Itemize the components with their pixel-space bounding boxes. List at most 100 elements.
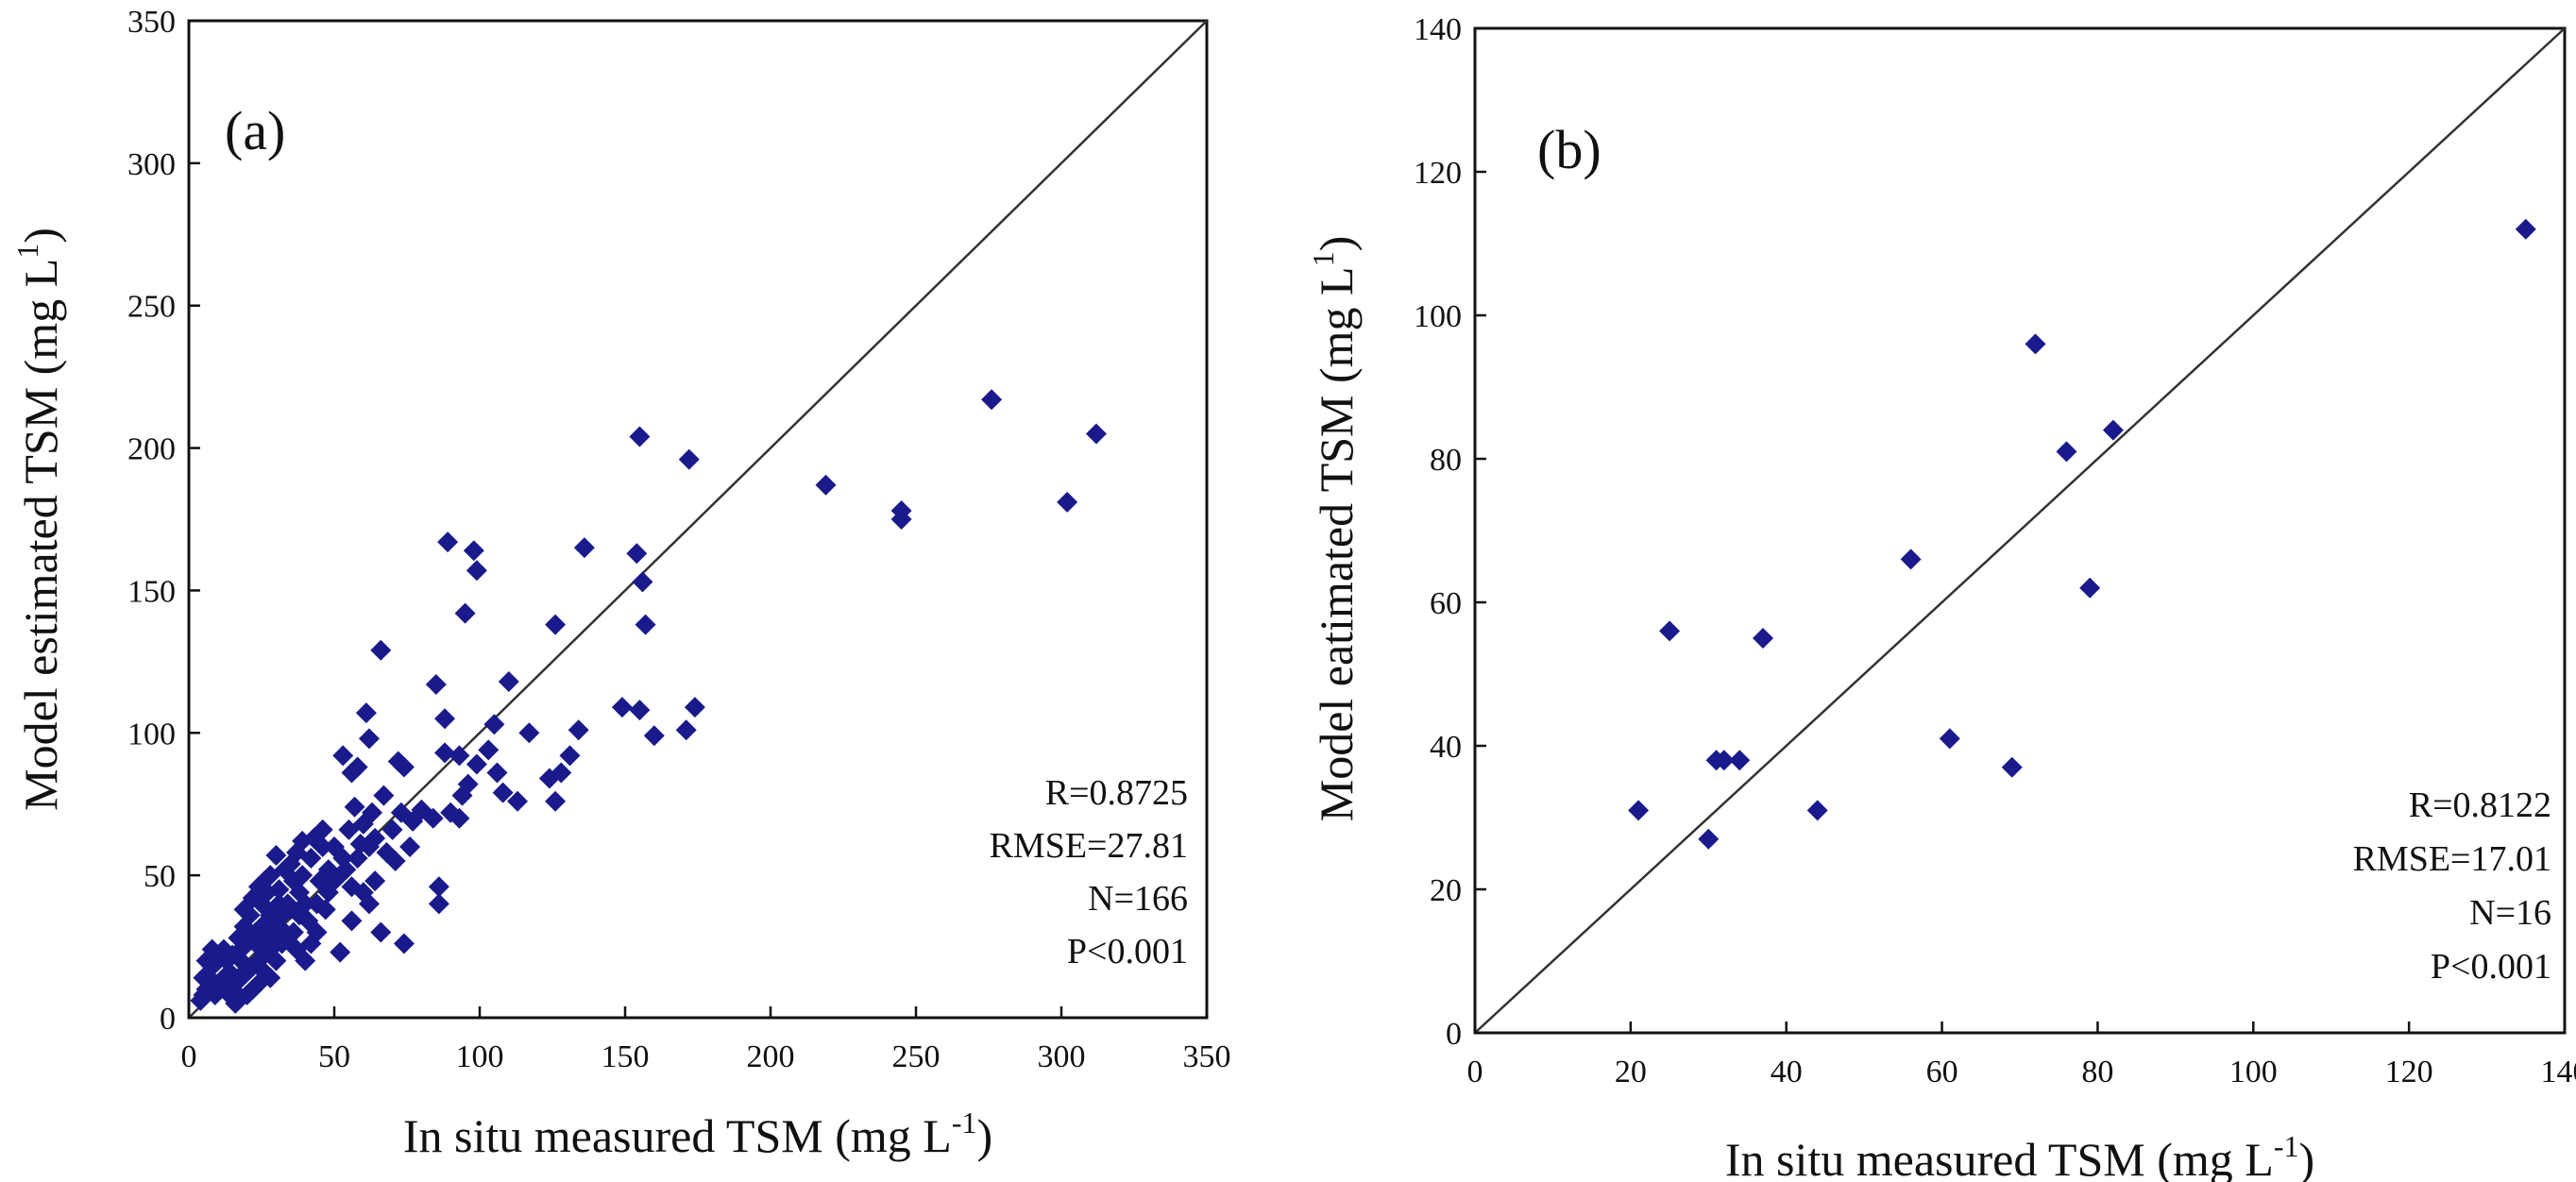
x-tick-label: 0 bbox=[181, 1039, 197, 1074]
data-point bbox=[463, 540, 484, 562]
data-point bbox=[2001, 756, 2023, 778]
data-point bbox=[675, 719, 697, 741]
x-tick-label: 140 bbox=[2541, 1055, 2576, 1089]
data-point bbox=[2079, 577, 2101, 599]
data-point bbox=[292, 865, 314, 886]
x-tick-label: 250 bbox=[892, 1039, 941, 1074]
data-point bbox=[312, 836, 333, 857]
data-point bbox=[478, 739, 500, 761]
data-point bbox=[545, 790, 567, 812]
data-point bbox=[1729, 750, 1751, 771]
data-point bbox=[635, 614, 656, 635]
data-point bbox=[434, 708, 456, 730]
data-point bbox=[358, 728, 380, 750]
one-to-one-line bbox=[1474, 27, 2566, 1034]
data-point bbox=[428, 893, 449, 915]
x-tick-label: 350 bbox=[1183, 1039, 1231, 1074]
y-tick-label: 350 bbox=[127, 5, 176, 40]
data-point bbox=[1752, 628, 1773, 649]
data-point bbox=[2102, 419, 2124, 441]
data-point bbox=[289, 904, 311, 926]
data-point bbox=[483, 714, 505, 735]
data-point bbox=[545, 614, 567, 635]
data-point bbox=[1085, 423, 1107, 445]
data-point bbox=[1713, 750, 1735, 771]
data-point bbox=[384, 851, 406, 872]
data-point bbox=[358, 836, 380, 857]
data-point bbox=[559, 745, 581, 767]
y-axis-label: Model estimated TSM (mg L1) bbox=[10, 228, 67, 811]
data-point bbox=[890, 499, 912, 521]
data-point bbox=[324, 836, 345, 857]
data-point bbox=[684, 697, 705, 718]
y-tick-label: 200 bbox=[127, 432, 176, 467]
data-point bbox=[440, 802, 462, 823]
data-point bbox=[1939, 728, 1960, 750]
plot-frame bbox=[1473, 26, 2567, 1035]
data-point bbox=[1806, 800, 1828, 821]
stat-line: N=166 bbox=[1088, 879, 1188, 919]
stat-line: R=0.8122 bbox=[2409, 785, 2551, 825]
data-point bbox=[573, 537, 595, 559]
data-point bbox=[335, 859, 357, 881]
data-point bbox=[193, 967, 214, 988]
y-tick-label: 120 bbox=[1414, 156, 1462, 191]
data-point bbox=[330, 941, 351, 963]
y-tick-label: 100 bbox=[1414, 299, 1462, 334]
data-point bbox=[352, 813, 374, 835]
data-point bbox=[370, 921, 392, 943]
data-point bbox=[233, 899, 255, 920]
data-point bbox=[538, 768, 560, 789]
data-point bbox=[428, 876, 449, 898]
data-point bbox=[324, 870, 345, 892]
data-point bbox=[306, 893, 328, 915]
data-point bbox=[629, 700, 651, 721]
panel-label: (b) bbox=[1537, 119, 1602, 180]
data-point bbox=[393, 933, 415, 954]
y-tick-label: 300 bbox=[127, 147, 176, 182]
x-tick-label: 0 bbox=[1467, 1055, 1483, 1089]
data-point bbox=[263, 921, 284, 943]
data-point bbox=[981, 389, 1003, 411]
data-point bbox=[492, 782, 514, 803]
y-tick-label: 40 bbox=[1430, 730, 1462, 765]
chart-panel-b: 0 20 40 60 80 100 120 140 0 20 40 60 80 100 120 140 (b) R… bbox=[1306, 12, 2576, 1182]
chart-panel-a: 0 50 100 150 200 250 300 350 0 50 100 150 200 250 300 3… bbox=[10, 5, 1231, 1162]
data-point bbox=[230, 950, 252, 971]
data-point bbox=[347, 848, 368, 870]
y-tick-label: 100 bbox=[127, 717, 176, 751]
data-point bbox=[2515, 218, 2536, 240]
data-point bbox=[422, 807, 444, 829]
x-axis-label: In situ measured TSM (mg L-1) bbox=[403, 1106, 992, 1162]
y-tick-label: 80 bbox=[1430, 443, 1462, 478]
data-point bbox=[626, 543, 648, 565]
x-tick-label: 20 bbox=[1615, 1055, 1647, 1089]
x-tick-label: 50 bbox=[318, 1039, 350, 1074]
data-point bbox=[390, 802, 412, 823]
x-axis-label: In situ measured TSM (mg L-1) bbox=[1725, 1129, 2314, 1182]
data-point bbox=[212, 967, 234, 988]
data-point bbox=[2056, 441, 2077, 463]
data-point bbox=[518, 722, 540, 744]
stat-line: P<0.001 bbox=[1067, 932, 1188, 971]
x-tick-label: 100 bbox=[2229, 1055, 2278, 1089]
x-tick-label: 40 bbox=[1771, 1055, 1803, 1089]
data-point bbox=[265, 845, 287, 867]
data-point bbox=[309, 870, 330, 892]
data-point bbox=[678, 448, 700, 470]
data-point bbox=[632, 571, 653, 593]
data-point bbox=[225, 992, 246, 1014]
x-tick-label: 300 bbox=[1038, 1039, 1086, 1074]
stat-line: P<0.001 bbox=[2431, 947, 2551, 987]
data-point bbox=[466, 560, 487, 582]
x-tick-label: 200 bbox=[747, 1039, 795, 1074]
data-point bbox=[341, 762, 363, 784]
data-point bbox=[344, 796, 365, 818]
data-point bbox=[498, 670, 519, 692]
data-point bbox=[425, 673, 447, 695]
data-point bbox=[507, 790, 529, 812]
x-tick-label: 60 bbox=[1926, 1055, 1958, 1089]
data-point bbox=[466, 753, 487, 775]
data-point bbox=[268, 893, 290, 915]
